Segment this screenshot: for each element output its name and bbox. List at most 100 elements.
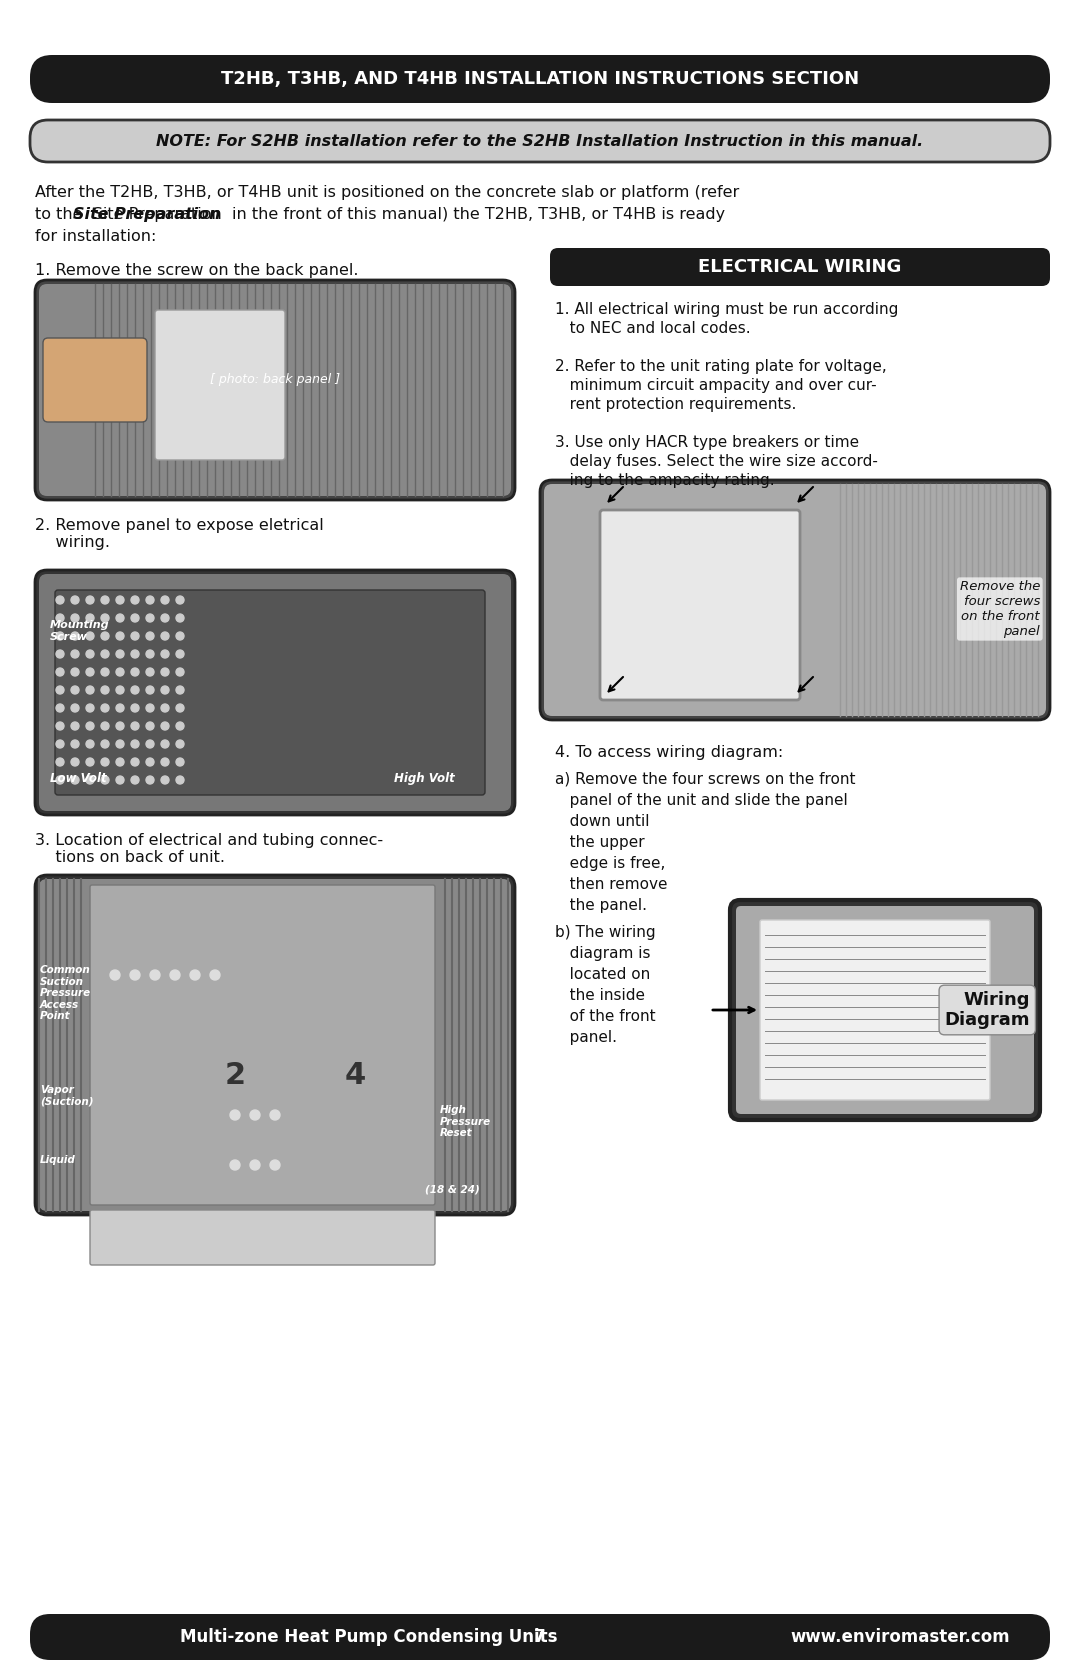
Circle shape: [146, 776, 154, 784]
FancyBboxPatch shape: [39, 284, 511, 496]
Circle shape: [102, 739, 109, 748]
Circle shape: [131, 633, 139, 639]
Circle shape: [86, 686, 94, 694]
Text: Wiring
Diagram: Wiring Diagram: [945, 991, 1030, 1030]
Circle shape: [249, 1160, 260, 1170]
Circle shape: [161, 633, 168, 639]
Text: panel.: panel.: [555, 1030, 617, 1045]
Text: ing to the ampacity rating.: ing to the ampacity rating.: [555, 472, 774, 487]
Circle shape: [102, 758, 109, 766]
FancyBboxPatch shape: [90, 1210, 435, 1265]
Circle shape: [161, 649, 168, 658]
Circle shape: [131, 649, 139, 658]
Circle shape: [131, 596, 139, 604]
Circle shape: [102, 723, 109, 729]
Text: Site Preparation: Site Preparation: [73, 207, 220, 222]
Circle shape: [146, 704, 154, 713]
FancyBboxPatch shape: [35, 280, 515, 501]
FancyBboxPatch shape: [760, 920, 990, 1100]
Circle shape: [131, 614, 139, 623]
Circle shape: [56, 614, 64, 623]
Circle shape: [56, 776, 64, 784]
Circle shape: [56, 668, 64, 676]
Circle shape: [86, 596, 94, 604]
Circle shape: [176, 776, 184, 784]
Text: of the front: of the front: [555, 1010, 656, 1025]
Circle shape: [131, 776, 139, 784]
Circle shape: [71, 649, 79, 658]
Circle shape: [161, 686, 168, 694]
Circle shape: [102, 633, 109, 639]
Circle shape: [176, 686, 184, 694]
Text: rent protection requirements.: rent protection requirements.: [555, 397, 796, 412]
Circle shape: [131, 686, 139, 694]
Text: minimum circuit ampacity and over cur-: minimum circuit ampacity and over cur-: [555, 377, 877, 392]
Text: 2: 2: [225, 1060, 245, 1090]
FancyBboxPatch shape: [39, 880, 511, 1212]
Text: 2. Refer to the unit rating plate for voltage,: 2. Refer to the unit rating plate for vo…: [555, 359, 887, 374]
FancyBboxPatch shape: [35, 571, 515, 814]
Circle shape: [56, 633, 64, 639]
Text: Vapor
(Suction): Vapor (Suction): [40, 1085, 94, 1107]
Text: edge is free,: edge is free,: [555, 856, 665, 871]
Circle shape: [190, 970, 200, 980]
FancyBboxPatch shape: [90, 885, 435, 1205]
Circle shape: [71, 614, 79, 623]
Circle shape: [176, 614, 184, 623]
Circle shape: [71, 776, 79, 784]
Circle shape: [146, 686, 154, 694]
Circle shape: [71, 739, 79, 748]
Circle shape: [116, 596, 124, 604]
FancyBboxPatch shape: [600, 511, 800, 699]
Circle shape: [116, 723, 124, 729]
FancyBboxPatch shape: [35, 875, 515, 1215]
Text: Multi-zone Heat Pump Condensing Units: Multi-zone Heat Pump Condensing Units: [180, 1627, 557, 1646]
Circle shape: [86, 704, 94, 713]
FancyBboxPatch shape: [540, 481, 1050, 719]
FancyBboxPatch shape: [544, 484, 1047, 716]
Circle shape: [116, 686, 124, 694]
Circle shape: [86, 668, 94, 676]
Circle shape: [161, 668, 168, 676]
Text: then remove: then remove: [555, 876, 667, 891]
Circle shape: [56, 739, 64, 748]
Circle shape: [270, 1160, 280, 1170]
Text: After the T2HB, T3HB, or T4HB unit is positioned on the concrete slab or platfor: After the T2HB, T3HB, or T4HB unit is po…: [35, 185, 739, 200]
Circle shape: [161, 776, 168, 784]
Circle shape: [116, 633, 124, 639]
Circle shape: [86, 633, 94, 639]
Text: 1. Remove the screw on the back panel.: 1. Remove the screw on the back panel.: [35, 264, 359, 279]
Text: Remove the
four screws
on the front
panel: Remove the four screws on the front pane…: [960, 581, 1040, 638]
Text: 2. Remove panel to expose eletrical
    wiring.: 2. Remove panel to expose eletrical wiri…: [35, 517, 324, 551]
Circle shape: [56, 686, 64, 694]
Text: down until: down until: [555, 814, 649, 829]
Circle shape: [102, 614, 109, 623]
Text: (18 & 24): (18 & 24): [426, 1185, 480, 1195]
Text: a) Remove the four screws on the front: a) Remove the four screws on the front: [555, 773, 855, 788]
Circle shape: [146, 633, 154, 639]
Circle shape: [176, 668, 184, 676]
Circle shape: [150, 970, 160, 980]
Text: to the  Site Preparation  in the front of this manual) the T2HB, T3HB, or T4HB i: to the Site Preparation in the front of …: [35, 207, 725, 222]
Text: located on: located on: [555, 966, 650, 981]
FancyBboxPatch shape: [735, 906, 1034, 1113]
Circle shape: [161, 596, 168, 604]
Circle shape: [102, 596, 109, 604]
Text: 7: 7: [535, 1627, 545, 1646]
Circle shape: [102, 668, 109, 676]
Circle shape: [102, 649, 109, 658]
Text: Common
Suction
Pressure
Access
Point: Common Suction Pressure Access Point: [40, 965, 91, 1021]
Circle shape: [230, 1110, 240, 1120]
FancyBboxPatch shape: [30, 120, 1050, 162]
Text: for installation:: for installation:: [35, 229, 157, 244]
Circle shape: [71, 704, 79, 713]
Text: [ photo: back panel ]: [ photo: back panel ]: [210, 374, 340, 387]
Circle shape: [146, 596, 154, 604]
Circle shape: [146, 668, 154, 676]
FancyBboxPatch shape: [730, 900, 1040, 1120]
Circle shape: [131, 668, 139, 676]
Text: 4. To access wiring diagram:: 4. To access wiring diagram:: [555, 744, 783, 759]
Text: b) The wiring: b) The wiring: [555, 925, 656, 940]
Circle shape: [146, 614, 154, 623]
Circle shape: [146, 739, 154, 748]
